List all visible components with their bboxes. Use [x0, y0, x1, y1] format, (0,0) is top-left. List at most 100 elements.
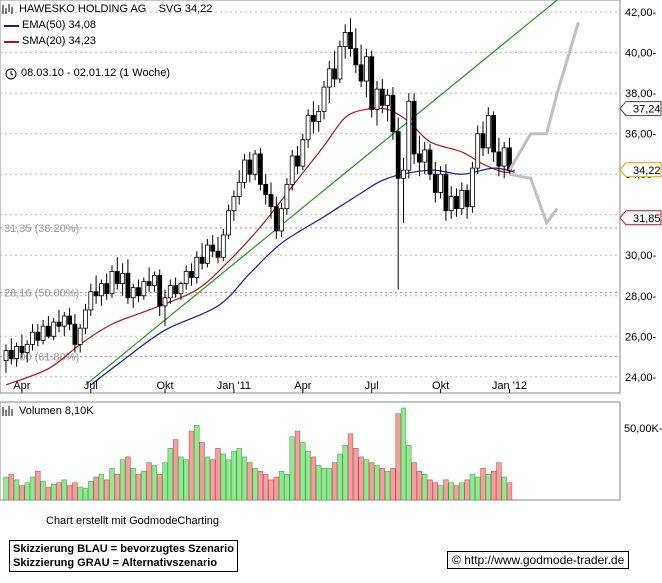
price-tag: 37,24 [619, 101, 662, 117]
volume-bar [411, 462, 417, 501]
volume-bar [469, 473, 476, 501]
volume-bar [77, 486, 83, 501]
volume-bar [66, 485, 73, 501]
volume-bar [506, 482, 513, 501]
volume-bar [284, 473, 290, 501]
candle [247, 151, 253, 183]
volume-bar [8, 473, 14, 501]
candle-body [480, 133, 486, 149]
price-panel [0, 0, 621, 394]
fib-level-label: 31,35 (38.20%) [4, 223, 79, 235]
y-tick-label: 38,00- [625, 88, 657, 100]
candle-body [162, 297, 168, 307]
candle-body [464, 190, 470, 208]
volume-bar [475, 476, 481, 501]
candle-body [125, 273, 131, 299]
y-tick-label: 24,00- [625, 372, 657, 384]
candle [136, 279, 141, 302]
volume-bar [390, 468, 396, 501]
candle-body [51, 321, 57, 337]
x-tick-label: Apr [13, 380, 30, 392]
candle [257, 147, 263, 191]
candle [454, 188, 459, 217]
volume-bar [416, 471, 423, 501]
candle [321, 81, 327, 120]
price-tag-label: 34,22 [633, 165, 661, 177]
volume-bar [353, 448, 359, 501]
candle [67, 307, 72, 331]
y-tick-label: 42,00- [625, 7, 657, 19]
volume-bar [98, 473, 105, 501]
volume-bar [257, 471, 264, 501]
candle-body [385, 94, 391, 106]
volume-bar [252, 468, 258, 501]
volume-bar [480, 468, 486, 501]
volume-bar [146, 462, 152, 501]
candle-body [120, 273, 125, 285]
candle [183, 265, 189, 290]
volume-bar [422, 473, 428, 501]
y-tick-label: 30,00- [625, 250, 657, 262]
candle [104, 273, 110, 300]
candle [279, 202, 285, 238]
volume-bar [453, 485, 460, 501]
candle [72, 313, 78, 353]
candle-body [136, 287, 141, 297]
candle-body [242, 159, 247, 183]
candle [300, 133, 306, 171]
chart-credit: Chart erstellt mit GodmodeCharting [46, 515, 220, 527]
scenario-sketch [508, 21, 580, 226]
candle-body [173, 285, 179, 295]
candle-body [167, 285, 173, 299]
volume-label: Volumen 8,10K [19, 405, 94, 417]
volume-bar [51, 483, 57, 501]
candle-body [109, 271, 115, 295]
volume-bars: 50,00K- [3, 407, 662, 501]
candle [46, 316, 51, 339]
candle-body [8, 350, 14, 359]
candle-body [263, 183, 269, 195]
x-tick-label: Jul [365, 380, 379, 392]
candle [358, 44, 364, 88]
candle-body [305, 115, 311, 141]
ema-label: EMA(50) 34,08 [22, 19, 96, 31]
price-tag: 31,85 [619, 210, 662, 226]
candle-body [220, 234, 226, 258]
candle [14, 342, 20, 367]
volume-bar [294, 430, 301, 501]
candle [289, 149, 295, 191]
candle-body [46, 325, 51, 337]
candle [310, 101, 316, 134]
volume-bar [88, 481, 94, 501]
volume-bar [172, 439, 179, 501]
candle-body [374, 88, 380, 110]
candle [268, 182, 274, 219]
volume-bar [125, 456, 131, 501]
candle-body [199, 256, 205, 264]
x-tick-label: Jan '11 [217, 380, 251, 392]
candle-body [194, 256, 200, 278]
volume-bar [321, 468, 327, 501]
volume-bar [496, 462, 502, 501]
candle-body [189, 271, 194, 278]
volume-bar [316, 465, 322, 501]
candle [363, 48, 369, 98]
copyright-icon: © [452, 553, 461, 567]
price-tag-label: 31,85 [633, 213, 661, 225]
candle [40, 320, 46, 345]
volume-bar [369, 462, 375, 501]
candle-body [252, 153, 258, 175]
candle [194, 251, 200, 284]
source-link[interactable]: © http://www.godmode-trader.de [447, 551, 630, 569]
candle-body [279, 208, 285, 232]
candle-body [289, 155, 295, 185]
candle-body [348, 32, 353, 50]
volume-icon [2, 406, 13, 416]
candle-body [236, 181, 242, 197]
volume-bar [56, 482, 62, 501]
candle-body [485, 115, 491, 149]
scenario-grey-up [508, 21, 580, 171]
candle-body [363, 56, 369, 82]
legend-blue-text: Skizzierung BLAU = bevorzugtes Szenario [13, 543, 234, 555]
candle-body [19, 346, 25, 353]
